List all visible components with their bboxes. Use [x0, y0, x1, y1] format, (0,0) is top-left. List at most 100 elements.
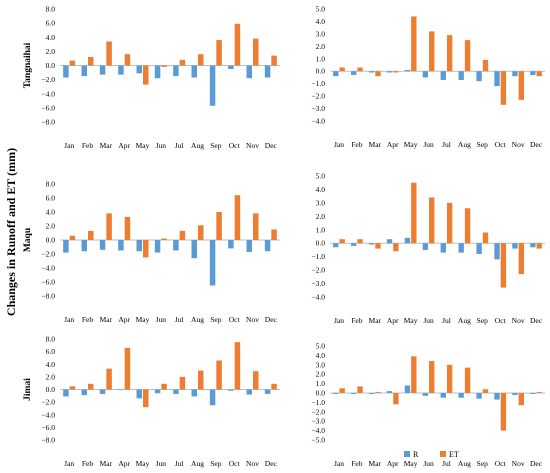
bar-et-may	[143, 240, 149, 258]
bar-r-feb	[351, 71, 357, 75]
x-tick-label: Aug	[191, 459, 204, 468]
bar-et-mar	[106, 368, 112, 390]
bar-r-feb	[81, 240, 87, 252]
x-tick-label: Aug	[458, 316, 471, 325]
bar-et-mar	[375, 243, 381, 249]
bar-et-sep	[216, 40, 222, 66]
x-tick-label: Jun	[156, 315, 167, 324]
x-tick-label: Dec	[265, 141, 278, 150]
bar-et-nov	[253, 38, 259, 66]
y-tick-label: −5.0	[311, 436, 325, 445]
bar-et-aug	[198, 54, 204, 66]
bar-r-nov	[512, 393, 518, 395]
bar-r-jul	[440, 393, 446, 398]
bar-r-mar	[368, 71, 375, 73]
bar-r-jan	[333, 71, 339, 77]
bar-et-sep	[482, 60, 489, 72]
bar-r-sep	[209, 389, 216, 406]
y-tick-label: −6.0	[41, 278, 55, 287]
bar-et-may	[143, 389, 149, 408]
x-tick-label: Dec	[265, 315, 278, 324]
bar-r-jun	[422, 393, 429, 396]
legend: R ET	[404, 450, 459, 459]
y-tick-label: −8.0	[41, 436, 55, 445]
x-tick-label: May	[404, 459, 418, 468]
y-tick-label: 4.0	[46, 33, 56, 42]
x-tick-label: Jun	[156, 459, 167, 468]
x-tick-label: Aug	[191, 141, 204, 150]
bar-et-mar	[106, 213, 112, 240]
bar-et-nov	[518, 393, 524, 406]
panel-ylabel: Tangnaihai	[23, 42, 33, 88]
bar-et-may	[411, 182, 417, 244]
y-tick-label: −8.0	[41, 292, 55, 301]
x-tick-label: Apr	[387, 140, 399, 149]
y-tick-label: 6.0	[46, 194, 56, 203]
bar-r-mar	[99, 389, 106, 394]
bar-r-nov	[512, 243, 518, 249]
x-tick-label: May	[136, 141, 150, 150]
x-tick-label: Jul	[175, 141, 184, 150]
bar-et-nov	[518, 71, 524, 100]
x-tick-label: Nov	[246, 315, 259, 324]
x-tick-label: Aug	[458, 459, 471, 468]
panel-1: 8.0 6.0 4.0 2.0 0.0 −2.0 −4.0 −6.0 −8.0 Tangnaiha…	[23, 5, 280, 150]
x-tick-label: Jan	[64, 315, 74, 324]
bar-r-dec	[530, 243, 536, 248]
bar-r-oct	[228, 389, 234, 391]
bar-r-feb	[81, 389, 87, 396]
bar-et-dec	[536, 71, 542, 77]
bar-r-may	[404, 69, 411, 72]
y-tick-label: 2.0	[46, 222, 56, 231]
x-tick-label: Jul	[175, 459, 184, 468]
x-tick-label: Mar	[369, 140, 382, 149]
y-tick-label: 8.0	[46, 180, 56, 189]
y-tick-label: −3.0	[311, 279, 325, 288]
bar-et-oct	[234, 195, 241, 240]
bar-r-jan	[63, 240, 69, 253]
bar-r-oct	[228, 240, 234, 249]
y-tick-label: 1.0	[316, 379, 326, 388]
bar-r-oct	[494, 243, 500, 260]
y-tick-label: 0.0	[46, 385, 56, 394]
x-tick-label: Mar	[369, 316, 382, 325]
y-tick-label: −2.0	[41, 75, 55, 84]
y-tick-label: −6.0	[41, 103, 55, 112]
y-tick-label: 2.0	[316, 370, 326, 379]
bar-r-jul	[173, 65, 179, 77]
legend-label-et: ET	[449, 450, 459, 459]
x-tick-label: Aug	[191, 315, 204, 324]
bar-et-dec	[271, 383, 277, 390]
y-tick-label: −6.0	[41, 423, 55, 432]
bar-et-sep	[482, 232, 489, 244]
y-tick-label: −4.0	[41, 410, 55, 419]
bar-r-mar	[368, 243, 375, 245]
panel-2: 5.0 4.0 3.0 2.0 1.0 0.0 −1.0 −2.0 −3.0 −4.0 Jan Feb…	[311, 5, 545, 149]
x-tick-label: Feb	[82, 141, 94, 150]
bar-et-jul	[446, 364, 453, 393]
bar-r-apr	[386, 391, 393, 393]
x-tick-label: Jun	[423, 316, 434, 325]
bar-r-jan	[63, 65, 69, 78]
bar-r-aug	[458, 393, 464, 398]
bar-r-mar	[99, 65, 106, 75]
y-tick-label: 1.0	[316, 54, 326, 63]
x-tick-label: Apr	[118, 459, 130, 468]
bar-r-jan	[333, 393, 339, 394]
y-tick-label: 6.0	[46, 347, 56, 356]
bar-et-jan	[339, 388, 345, 393]
bar-r-apr	[118, 65, 124, 75]
bar-et-jun	[161, 65, 167, 67]
y-tick-label: −2.0	[41, 250, 55, 259]
bar-et-jan	[69, 386, 76, 390]
legend-swatch-r	[404, 451, 410, 457]
x-tick-label: Feb	[351, 459, 363, 468]
y-tick-label: 0.0	[316, 389, 326, 398]
bar-et-apr	[124, 216, 131, 240]
bar-r-dec	[264, 65, 271, 78]
bar-et-jul	[446, 202, 453, 244]
bar-r-may	[404, 237, 411, 244]
bar-r-nov	[246, 240, 252, 252]
